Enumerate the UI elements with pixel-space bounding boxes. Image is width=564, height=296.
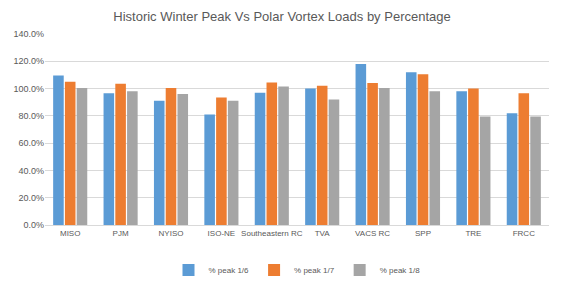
svg-text:20.0%: 20.0%	[18, 193, 44, 203]
svg-text:TVA: TVA	[315, 229, 331, 238]
svg-text:Historic Winter Peak Vs Polar: Historic Winter Peak Vs Polar Vortex Loa…	[113, 9, 450, 24]
svg-text:80.0%: 80.0%	[18, 111, 44, 121]
svg-text:% peak 1/6: % peak 1/6	[209, 266, 250, 275]
svg-text:TRE: TRE	[465, 229, 481, 238]
svg-text:60.0%: 60.0%	[18, 138, 44, 148]
svg-text:ISO-NE: ISO-NE	[208, 229, 236, 238]
svg-text:% peak 1/8: % peak 1/8	[380, 266, 421, 275]
svg-text:% peak 1/7: % peak 1/7	[294, 266, 335, 275]
svg-text:VACS RC: VACS RC	[355, 229, 390, 238]
svg-text:NYISO: NYISO	[159, 229, 184, 238]
svg-text:120.0%: 120.0%	[13, 56, 44, 66]
svg-text:FRCC: FRCC	[513, 229, 535, 238]
svg-text:MISO: MISO	[60, 229, 80, 238]
svg-text:100.0%: 100.0%	[13, 84, 44, 94]
svg-text:Southeastern RC: Southeastern RC	[241, 229, 303, 238]
svg-text:0.0%: 0.0%	[23, 220, 44, 230]
svg-text:140.0%: 140.0%	[13, 29, 44, 39]
svg-text:40.0%: 40.0%	[18, 166, 44, 176]
svg-text:SPP: SPP	[415, 229, 431, 238]
svg-text:PJM: PJM	[113, 229, 129, 238]
